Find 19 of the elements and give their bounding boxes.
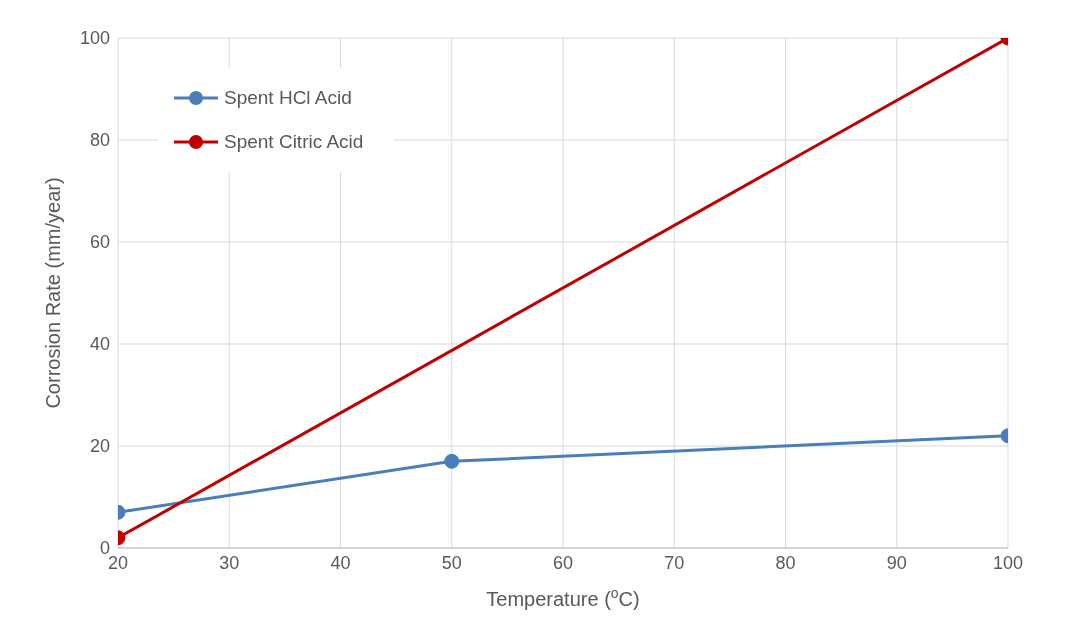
y-tick-label: 0 [99,538,110,559]
y-tick-label: 100 [79,28,110,49]
legend-label: Spent Citric Acid [224,131,364,153]
y-tick-label: 60 [89,232,110,253]
x-tick-label: 40 [330,552,351,573]
x-tick-label: 100 [992,552,1024,573]
x-tick-label: 60 [552,552,574,573]
x-tick-label: 80 [775,552,796,573]
y-tick-label: 80 [89,130,110,151]
x-tick-label: 20 [107,552,129,573]
y-axis-title: Corrosion Rate (mm/year) [42,177,65,409]
legend-label: Spent HCl Acid [224,87,352,109]
y-tick-label: 40 [89,334,110,355]
x-tick-label: 70 [664,552,685,573]
x-tick-label: 30 [219,552,240,573]
x-axis-title: Temperature ($^{o}$C) [486,585,640,610]
y-tick-label: 20 [89,436,110,457]
x-tick-label: 50 [441,552,462,573]
x-tick-label: 90 [886,552,907,573]
